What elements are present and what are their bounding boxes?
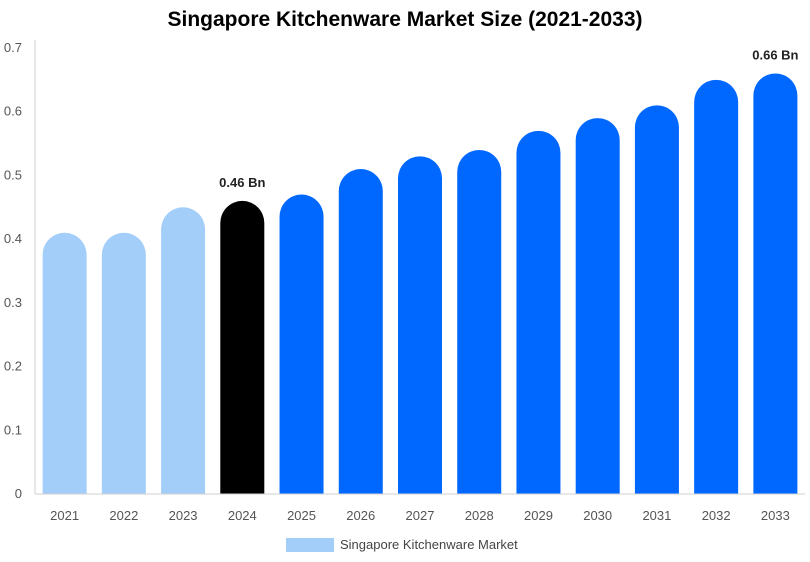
data-label-2033: 0.66 Bn: [752, 47, 798, 62]
data-labels: 0.46 Bn 0.66 Bn: [219, 47, 798, 189]
bar-2025: [279, 194, 324, 495]
x-tick-label: 2030: [583, 508, 612, 523]
x-tick-label: 2021: [50, 508, 79, 523]
bar-2027: [398, 156, 442, 495]
bar-2032: [694, 79, 739, 495]
x-tick-label: 2028: [465, 508, 494, 523]
bar-2028: [457, 149, 502, 494]
bars: [42, 73, 798, 495]
bar-2023: [161, 207, 206, 495]
bar-2033: [753, 73, 798, 494]
x-tick-label: 2022: [109, 508, 138, 523]
legend-label: Singapore Kitchenware Market: [340, 537, 518, 552]
y-tick-label: 0.3: [4, 295, 22, 310]
y-tick-label: 0.7: [4, 40, 22, 55]
x-tick-label: 2032: [702, 508, 731, 523]
bar-2031: [634, 105, 679, 494]
x-tick-label: 2031: [642, 508, 671, 523]
bar-2030: [575, 118, 620, 495]
x-tick-label: 2026: [346, 508, 375, 523]
x-tick-label: 2033: [761, 508, 790, 523]
bar-2026: [338, 169, 383, 495]
legend: Singapore Kitchenware Market: [286, 537, 518, 552]
x-tick-label: 2027: [406, 508, 435, 523]
bar-2021: [42, 232, 87, 495]
y-tick-label: 0.6: [4, 104, 22, 119]
legend-swatch: [286, 537, 334, 552]
bar-2024: [220, 200, 265, 494]
y-tick-label: 0.1: [4, 422, 22, 437]
x-tick-label: 2029: [524, 508, 553, 523]
x-axis: 2021 2022 2023 2024 2025 2026 2027 2028 2029 2030…: [35, 493, 805, 523]
y-tick-label: 0.4: [4, 231, 22, 246]
y-axis: 0 0.1 0.2 0.3 0.4 0.5 0.6 0.7: [4, 40, 36, 501]
y-tick-label: 0: [15, 486, 22, 501]
y-tick-label: 0.2: [4, 359, 22, 374]
bar-2029: [516, 130, 561, 494]
y-tick-label: 0.5: [4, 167, 22, 182]
data-label-2024: 0.46 Bn: [219, 175, 265, 190]
bar-2022: [101, 232, 146, 495]
x-tick-label: 2023: [169, 508, 198, 523]
x-tick-label: 2024: [228, 508, 257, 523]
chart-title: Singapore Kitchenware Market Size (2021-…: [167, 8, 643, 31]
x-tick-label: 2025: [287, 508, 316, 523]
